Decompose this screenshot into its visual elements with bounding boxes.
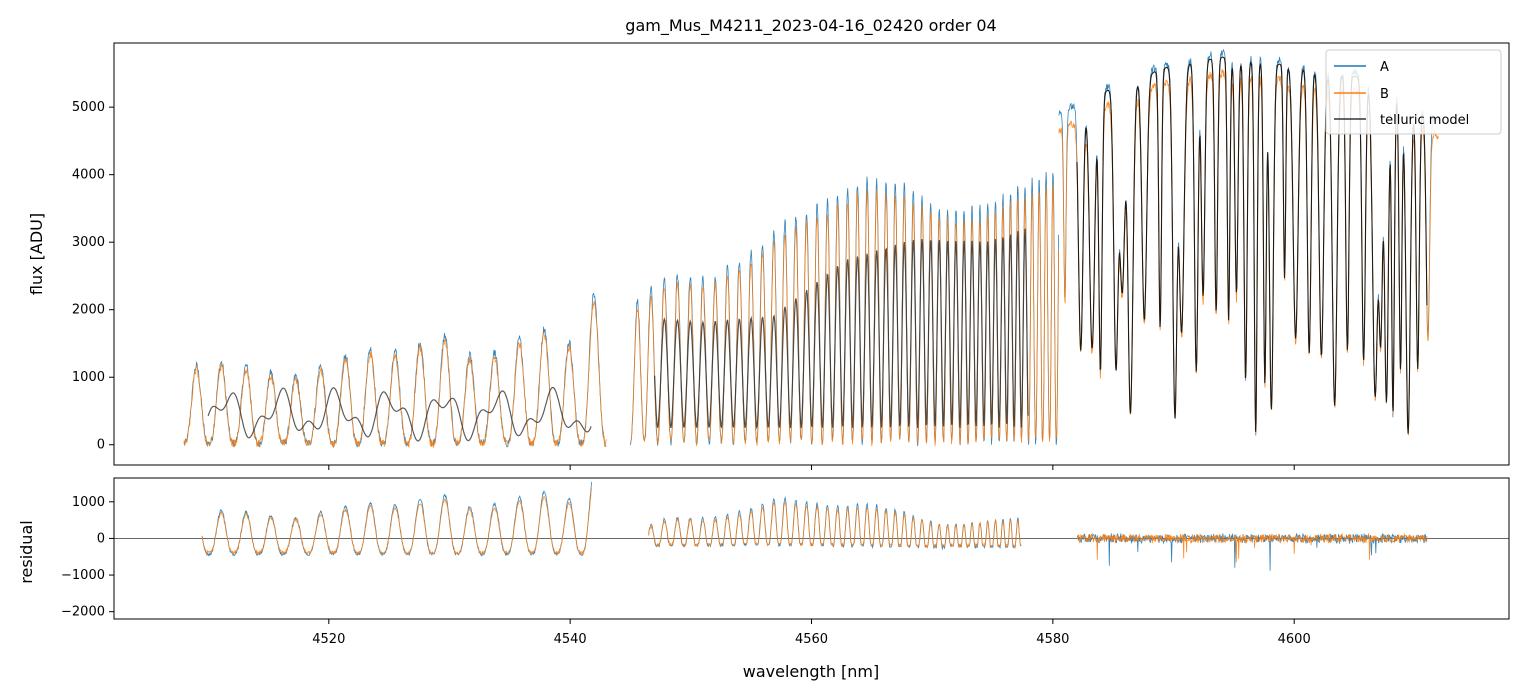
- flux-ytick-label: 0: [97, 438, 105, 453]
- flux-panel: 0 1000 2000 3000 4000 5000 flux [ADU] A B tel…: [27, 42, 1510, 470]
- residual-ylabel: residual: [17, 520, 36, 583]
- residual-ytick-label: 1000: [72, 495, 105, 510]
- residual-ytick-label: −2000: [61, 605, 105, 620]
- residual-series-b: [648, 501, 1022, 549]
- xtick-label: 4540: [554, 632, 587, 647]
- residual-series-b: [1076, 532, 1428, 563]
- residual-ytick-label: 0: [97, 531, 105, 546]
- xlabel: wavelength [nm]: [743, 662, 880, 681]
- legend-label-b: B: [1380, 87, 1389, 102]
- telluric-model-line: [207, 386, 592, 442]
- telluric-model-line: [654, 228, 1029, 430]
- flux-ytick-label: 3000: [72, 235, 105, 250]
- xtick-label: 4520: [312, 632, 345, 647]
- flux-ytick-label: 5000: [72, 100, 105, 115]
- flux-ytick-label: 2000: [72, 303, 105, 318]
- residual-ytick-label: −1000: [61, 568, 105, 583]
- legend-label-model: telluric model: [1380, 113, 1469, 128]
- xtick-label: 4600: [1278, 632, 1311, 647]
- flux-ylabel: flux [ADU]: [27, 213, 46, 295]
- xtick-label: 4580: [1036, 632, 1069, 647]
- residual-series-b: [201, 488, 592, 556]
- flux-ytick-label: 1000: [72, 370, 105, 385]
- xtick-label: 4560: [795, 632, 828, 647]
- legend-box: [1325, 49, 1502, 135]
- residual-panel: −2000 −1000 0 1000 4520 4540 4560 4580 4600 res…: [17, 477, 1510, 681]
- legend-label-a: A: [1380, 60, 1389, 75]
- flux-series-b: [183, 300, 607, 448]
- chart-title: gam_Mus_M4211_2023-04-16_02420 order 04: [625, 16, 996, 36]
- flux-ytick-label: 4000: [72, 168, 105, 183]
- legend: A B telluric model: [1325, 49, 1502, 135]
